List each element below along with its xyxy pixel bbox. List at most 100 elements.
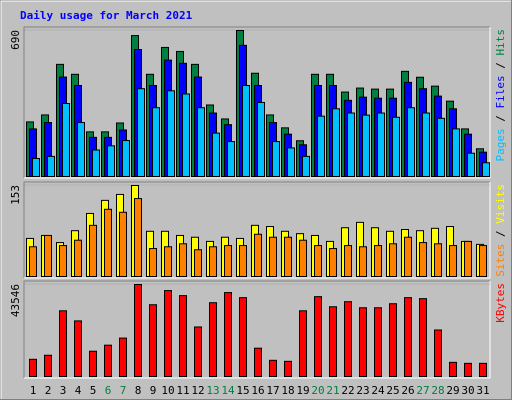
bar: [254, 233, 262, 277]
bar: [299, 310, 307, 377]
bar: [479, 245, 487, 278]
bar: [239, 297, 247, 377]
bar: [107, 145, 115, 178]
x-tick-label: 27: [416, 384, 429, 397]
panel-border: [23, 181, 490, 278]
bar: [302, 155, 310, 177]
bar: [407, 107, 415, 177]
bar: [167, 90, 175, 177]
bar: [269, 359, 277, 377]
bar: [179, 295, 187, 377]
bar: [209, 246, 217, 278]
bar: [89, 224, 97, 277]
legend-entry: Pages: [494, 128, 507, 161]
legend-entry: Visits: [494, 184, 507, 224]
bar: [32, 158, 40, 178]
bar: [344, 245, 352, 278]
bar: [152, 107, 160, 177]
bar: [362, 114, 370, 177]
x-tick-label: 17: [266, 384, 279, 397]
legend-separator: /: [494, 224, 507, 244]
x-tick-label: 28: [431, 384, 444, 397]
legend-entry: Hits: [494, 29, 507, 56]
bar: [287, 147, 295, 178]
bar: [59, 310, 67, 377]
bar: [419, 242, 427, 277]
y-tick-label: 690: [9, 30, 22, 50]
x-tick-label: 19: [296, 384, 309, 397]
x-tick-label: 18: [281, 384, 294, 397]
bar: [344, 301, 352, 377]
bar: [479, 362, 487, 377]
bar: [392, 116, 400, 177]
bar: [164, 290, 172, 377]
bar: [359, 307, 367, 377]
bar: [239, 245, 247, 278]
x-tick-label: 4: [75, 384, 82, 397]
x-tick-label: 21: [326, 384, 339, 397]
x-tick-label: 22: [341, 384, 354, 397]
x-tick-label: 9: [150, 384, 157, 397]
x-tick-label: 20: [311, 384, 324, 397]
bar: [77, 122, 85, 177]
x-tick-label: 3: [60, 384, 67, 397]
x-tick-label: 12: [191, 384, 204, 397]
bar: [482, 162, 490, 178]
bar: [224, 292, 232, 377]
bar: [212, 132, 220, 177]
bar: [317, 115, 325, 178]
bar: [92, 149, 100, 177]
bar: [149, 304, 157, 377]
bar: [224, 245, 232, 278]
bar: [437, 117, 445, 177]
bar: [134, 284, 142, 377]
legend-entry: KBytes: [494, 283, 507, 323]
x-tick-label: 2: [45, 384, 52, 397]
bar: [404, 236, 412, 278]
bar: [29, 246, 37, 278]
legend: Pages / Files / Hits: [494, 29, 507, 162]
legend: Sites / Visits: [494, 184, 507, 277]
x-tick-label: 1: [30, 384, 37, 397]
bar: [329, 306, 337, 378]
x-tick-label: 24: [371, 384, 385, 397]
bar: [74, 320, 82, 378]
panel-border: [24, 281, 491, 379]
legend: KBytes: [494, 283, 507, 323]
bar: [377, 112, 385, 177]
bar: [272, 141, 280, 178]
x-tick-label: 5: [90, 384, 97, 397]
bar: [197, 107, 205, 177]
bar: [122, 140, 130, 178]
bar: [404, 297, 412, 377]
bar: [269, 236, 277, 278]
bar: [299, 239, 307, 277]
bar: [209, 302, 217, 377]
x-tick-label: 25: [386, 384, 399, 397]
bar: [374, 307, 382, 377]
bar: [389, 243, 397, 277]
legend-entry: Files: [494, 75, 507, 108]
x-tick-label: 16: [251, 384, 264, 397]
bar: [194, 326, 202, 378]
bar: [257, 101, 265, 177]
bar: [314, 245, 322, 278]
bar: [104, 208, 112, 277]
chart-title: Daily usage for March 2021: [20, 9, 193, 22]
bar: [314, 296, 322, 377]
x-tick-label: 29: [446, 384, 459, 397]
bar: [227, 141, 235, 178]
bar: [47, 155, 55, 177]
bar: [104, 344, 112, 378]
bar: [464, 362, 472, 377]
bar: [62, 103, 70, 177]
panel-border: [23, 26, 490, 178]
bar: [119, 337, 127, 378]
x-tick-label: 15: [236, 384, 249, 397]
bar: [389, 303, 397, 377]
bar: [332, 108, 340, 177]
x-tick-label: 26: [401, 384, 414, 397]
bar: [449, 245, 457, 278]
bar: [449, 361, 457, 377]
